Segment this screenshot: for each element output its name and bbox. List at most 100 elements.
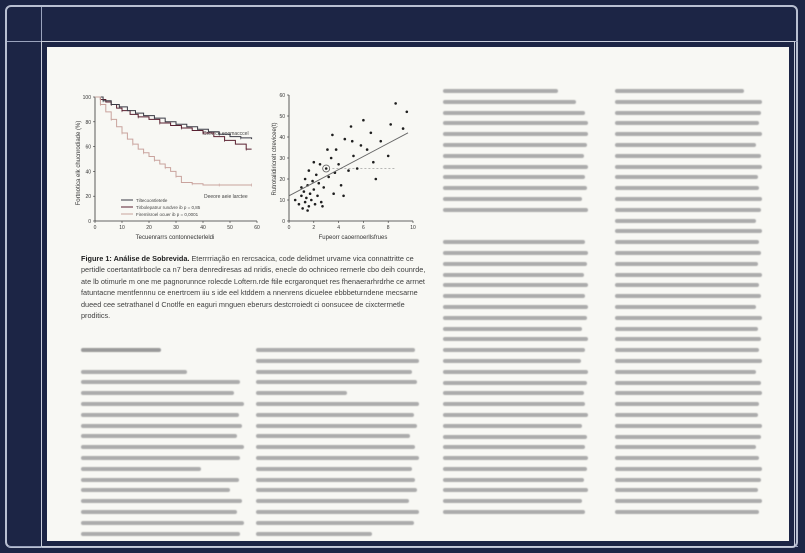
text-line-placeholder (256, 488, 418, 493)
text-line-placeholder (615, 391, 762, 396)
text-line-placeholder (443, 99, 577, 104)
text-line-placeholder (615, 196, 762, 201)
text-line-placeholder (443, 132, 589, 137)
scatter-point (326, 148, 329, 151)
scatter-chart: Rutrotalidiricrelt ctrevicee(t) Fupeorr … (272, 93, 416, 241)
caption-title: Figure 1: Análise de Sobrevida. (81, 254, 190, 263)
text-line-placeholder (256, 499, 409, 504)
text-line-placeholder (443, 89, 559, 93)
scatter-point (312, 188, 316, 191)
scatter-y-tick-label: 50 (279, 114, 285, 120)
scatter-point (317, 181, 321, 185)
text-line-placeholder (81, 423, 243, 428)
text-line-placeholder (615, 207, 761, 212)
scatter-point (293, 198, 297, 202)
text-line-placeholder (615, 477, 761, 482)
scatter-point (312, 160, 316, 164)
text-line-placeholder (615, 110, 761, 115)
text-column-1 (81, 348, 247, 541)
text-line-placeholder (443, 369, 589, 374)
scatter-point (310, 198, 313, 202)
text-line-placeholder (256, 412, 414, 417)
text-line-placeholder (443, 337, 589, 342)
scatter-point (386, 154, 390, 158)
scatter-point (324, 167, 328, 170)
scatter-point (302, 190, 306, 193)
text-line-placeholder (443, 348, 586, 353)
scatter-point (347, 169, 350, 172)
text-line-placeholder (615, 380, 761, 385)
scatter-point (300, 186, 303, 189)
text-line-placeholder (615, 510, 759, 515)
text-line-placeholder (256, 466, 413, 471)
monitor-frame (5, 5, 798, 548)
text-line-placeholder (256, 380, 418, 385)
scatter-point (349, 125, 353, 128)
text-line-placeholder (615, 434, 761, 439)
scatter-point (322, 186, 326, 189)
survival-annotation-lower: Deeore aeie larctee (204, 194, 248, 200)
scatter-highlight-ring (322, 164, 331, 173)
scatter-point (334, 148, 338, 151)
document-page: Fortnotica elk chucnrodiade (%) Tecuenra… (47, 47, 789, 541)
text-line-placeholder (81, 499, 243, 504)
text-line-placeholder (615, 315, 762, 320)
scatter-point (307, 169, 311, 172)
text-line-placeholder (615, 337, 761, 342)
text-line-placeholder (443, 358, 581, 363)
text-line-placeholder (443, 142, 587, 147)
text-line-placeholder (615, 121, 759, 126)
scatter-point (297, 202, 301, 206)
text-line-placeholder (443, 110, 586, 115)
text-line-placeholder (443, 186, 587, 191)
survival-y-tick-label: 60 (85, 145, 91, 151)
scatter-point (379, 139, 383, 143)
text-line-placeholder (256, 509, 419, 514)
scatter-point (308, 192, 312, 195)
text-line-placeholder (443, 229, 591, 233)
scatter-point (303, 200, 307, 204)
text-line-placeholder (615, 186, 759, 191)
text-line-placeholder (443, 456, 589, 461)
survival-y-tick-label: 20 (85, 194, 91, 200)
text-line-placeholder (443, 326, 583, 331)
text-line-placeholder (443, 261, 587, 266)
scatter-point (332, 192, 335, 195)
text-line-placeholder (615, 283, 759, 288)
text-line-placeholder (615, 326, 758, 331)
text-line-placeholder (81, 488, 231, 493)
scatter-point (355, 167, 359, 170)
text-line-placeholder (443, 402, 586, 407)
survival-x-tick-label: 50 (227, 225, 233, 231)
survival-x-tick-label: 0 (94, 225, 97, 231)
text-line-placeholder (256, 391, 348, 396)
legend-item-1: Tiltecoontletetle (136, 198, 168, 203)
text-line-placeholder (443, 121, 589, 126)
scatter-point (316, 194, 319, 198)
text-line-placeholder (615, 358, 762, 363)
scatter-y-label: Rutrotalidiricrelt ctrevicee(t) (272, 122, 278, 195)
text-line-placeholder (443, 477, 584, 482)
scatter-x-tick-label: 8 (387, 225, 390, 231)
text-line-placeholder (443, 153, 584, 158)
scatter-point (300, 194, 303, 198)
text-line-placeholder (443, 423, 583, 428)
survival-chart: Fortnotica elk chucnrodiade (%) Tecuenra… (76, 95, 260, 241)
text-line-placeholder (615, 499, 762, 504)
scatter-point (327, 175, 330, 179)
survival-y-label: Fortnotica elk chucnrodiade (%) (76, 121, 82, 206)
scatter-y-tick-label: 40 (279, 135, 285, 141)
text-line-placeholder (443, 207, 589, 212)
scatter-point (339, 184, 343, 187)
scatter-point (319, 200, 323, 204)
text-line-placeholder (443, 488, 589, 493)
scatter-point (343, 137, 347, 141)
text-line-placeholder (81, 380, 241, 385)
figure-caption: Figure 1: Análise de Sobrevida. Eterrrri… (81, 253, 433, 321)
scatter-point (359, 144, 363, 147)
scatter-point (313, 202, 317, 206)
text-line-placeholder (443, 380, 587, 385)
scatter-point (394, 102, 397, 105)
text-line-placeholder (615, 240, 759, 245)
scatter-point (303, 177, 307, 181)
